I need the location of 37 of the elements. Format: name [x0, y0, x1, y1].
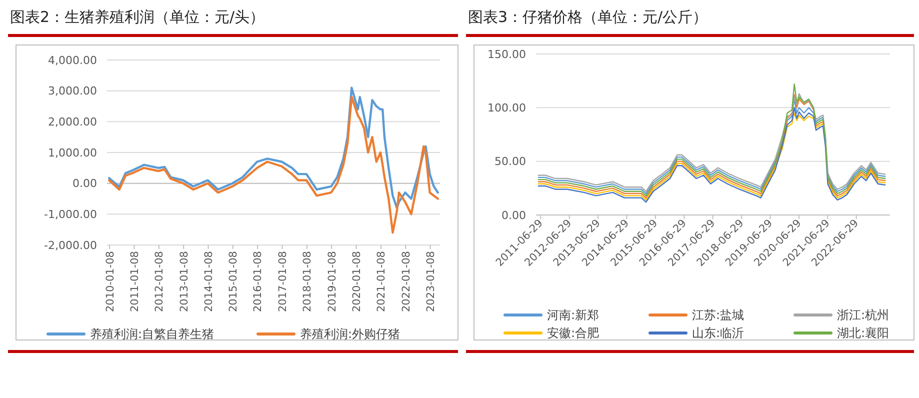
- y-tick-label: 50.00: [494, 155, 526, 168]
- legend-label: 养殖利润:外购仔猪: [300, 327, 400, 342]
- x-tick-label: 2019-01-08: [326, 251, 338, 312]
- y-tick-label: 0.00: [502, 208, 526, 222]
- y-tick-label: 100.00: [488, 102, 526, 115]
- line-series: [108, 86, 440, 210]
- x-tick-label: 2013-01-08: [178, 251, 190, 312]
- x-tick-label: 2012-01-08: [154, 251, 166, 312]
- x-tick-label: 2020-01-08: [350, 251, 363, 312]
- x-tick-label: 2015-01-08: [228, 251, 240, 312]
- x-tick-label: 2021-01-08: [376, 251, 388, 312]
- x-tick-label: 2018-01-08: [302, 251, 314, 312]
- y-tick-label: -1,000.00: [44, 208, 97, 222]
- x-tick-label: 2011-01-08: [128, 251, 141, 312]
- x-tick-label: 2023-01-08: [424, 251, 437, 312]
- y-tick-label: 1,000.00: [48, 146, 97, 160]
- legend-label: 江苏:盐城: [692, 308, 744, 322]
- y-tick-label: 4,000.00: [48, 54, 97, 67]
- legend-label: 湖北:襄阳: [837, 326, 890, 340]
- y-tick-label: 150.00: [488, 48, 526, 61]
- legend-label: 浙江:杭州: [837, 308, 890, 322]
- legend-label: 安徽:合肥: [547, 326, 600, 340]
- legend-label: 山东:临沂: [692, 326, 744, 340]
- chart-title: 图表2：生猪养殖利润（单位：元/头）: [10, 8, 265, 26]
- x-tick-label: 2010-01-08: [104, 251, 116, 312]
- y-tick-label: 3,000.00: [48, 84, 97, 98]
- y-tick-label: 0.00: [72, 177, 97, 190]
- y-tick-label: 2,000.00: [48, 116, 97, 129]
- x-tick-label: 2017-01-08: [276, 251, 289, 312]
- legend-label: 养殖利润:自繁自养生猪: [90, 327, 214, 342]
- x-tick-label: 2022-01-08: [400, 251, 412, 312]
- legend-label: 河南:新郑: [547, 308, 600, 322]
- x-tick-label: 2016-01-08: [252, 251, 264, 312]
- y-tick-label: -2,000.00: [44, 238, 97, 252]
- x-tick-label: 2014-01-08: [202, 251, 215, 312]
- line-series: [108, 96, 440, 234]
- chart-title: 图表3：仔猪价格（单位：元/公斤）: [468, 8, 708, 26]
